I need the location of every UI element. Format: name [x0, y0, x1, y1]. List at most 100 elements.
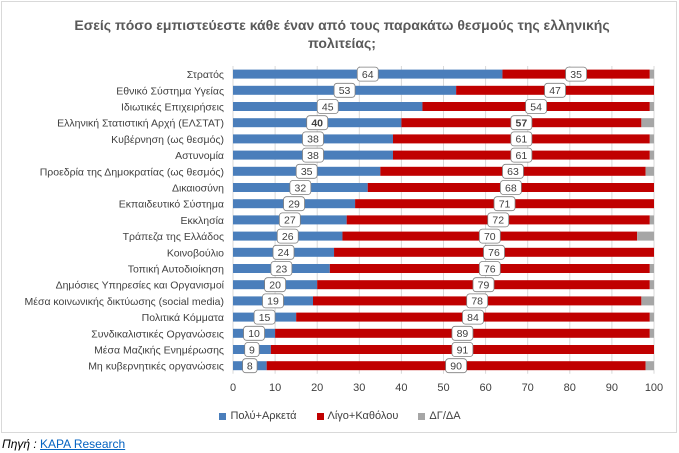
data-label-box: [272, 244, 295, 260]
data-label-box: [295, 163, 318, 179]
legend-label: Λίγο+Καθόλου: [327, 410, 399, 422]
x-tick-label: 40: [395, 382, 407, 394]
data-label: 70: [484, 231, 496, 243]
legend-label: ΔΓ/ΔΑ: [429, 410, 461, 422]
category-label: Συνδικαλιστικές Οργανώσεις: [91, 328, 224, 340]
legend-item: ΔΓ/ΔΑ: [418, 410, 461, 422]
data-label-box: [565, 66, 588, 82]
data-label-box: [306, 115, 329, 131]
source-label: Πηγή :: [2, 437, 37, 451]
category-label: Μη κυβερνητικές οργανώσεις: [88, 361, 224, 373]
data-label: 9: [249, 344, 255, 356]
category-label: Ιδιωτικές Επιχειρήσεις: [121, 102, 224, 114]
data-label: 24: [278, 247, 290, 259]
bar-segment: [645, 166, 654, 176]
data-label-box: [264, 277, 287, 293]
data-label-box: [270, 261, 293, 276]
data-label: 79: [478, 280, 490, 292]
data-label-box: [525, 99, 548, 114]
category-label: Μέσα Μαζικής Ενημέρωσης: [94, 345, 224, 357]
x-tick-label: 80: [564, 382, 576, 394]
data-label: 90: [450, 361, 462, 373]
bar-segment: [649, 69, 654, 79]
data-label-box: [483, 244, 505, 260]
legend-item: Πολύ+Αρκετά: [219, 410, 297, 422]
data-label-box: [451, 325, 474, 341]
x-tick-label: 50: [437, 382, 449, 394]
bar-segment: [641, 296, 654, 306]
data-label-box: [510, 131, 533, 147]
x-tick-label: 30: [353, 382, 365, 394]
category-label: Μέσα κοινωνικής δικτύωσης (social media): [25, 296, 224, 308]
x-tick-label: 0: [230, 382, 236, 394]
bar-segment: [649, 102, 654, 111]
chart-frame: Εσείς πόσο εμπιστεύεστε κάθε έναν από το…: [1, 1, 677, 433]
data-label-box: [462, 309, 484, 325]
data-label: 40: [311, 118, 323, 130]
data-label: 23: [276, 263, 288, 275]
data-label: 76: [488, 247, 500, 259]
data-label: 84: [467, 312, 479, 324]
legend-swatch: [316, 412, 324, 420]
x-tick-label: 70: [522, 382, 534, 394]
stacked-bar-chart: 0 10 20 30 40 50 60 70 80 90 100 Στρατός 64 35 Εθνικό …: [25, 66, 663, 394]
data-label: 29: [288, 199, 300, 211]
category-label: Εκπαιδευτικό Σύστημα: [119, 199, 224, 211]
legend-swatch: [418, 412, 426, 420]
x-tick-label: 100: [645, 382, 663, 394]
data-label-box: [278, 212, 301, 228]
data-label: 19: [267, 296, 279, 308]
data-label: 8: [247, 361, 253, 373]
x-tick-label: 10: [269, 382, 281, 394]
chart-legend: Πολύ+Αρκετά Λίγο+Καθόλου ΔΓ/ΔΑ: [2, 410, 678, 422]
data-label-box: [493, 196, 516, 212]
data-label: 35: [301, 166, 313, 178]
data-label: 38: [307, 134, 319, 146]
data-label-box: [478, 261, 501, 276]
data-label: 26: [282, 231, 294, 243]
category-label: Τοπική Αυτοδιοίκηση: [128, 264, 224, 276]
data-label: 54: [530, 101, 542, 113]
x-tick-label: 90: [606, 382, 618, 394]
data-label: 64: [362, 69, 374, 81]
category-label: Στρατός: [187, 69, 224, 81]
data-label: 61: [516, 150, 528, 162]
bar-segment: [649, 280, 654, 290]
category-label: Εκκλησία: [181, 215, 224, 227]
data-label-box: [487, 212, 510, 228]
data-label-box: [510, 115, 533, 131]
data-label-box: [262, 293, 284, 309]
data-label-box: [466, 293, 489, 309]
bar-segment: [649, 264, 654, 273]
data-label-box: [283, 196, 305, 212]
bar-segment: [649, 150, 654, 160]
data-label-box: [333, 82, 356, 98]
data-label: 15: [259, 312, 271, 324]
data-label: 72: [492, 215, 504, 227]
data-label: 20: [269, 280, 281, 292]
bar-segment: [649, 312, 654, 322]
category-label: Προεδρία της Δημοκρατίας (ως θεσμός): [40, 166, 224, 178]
bar-segment: [649, 215, 654, 225]
legend-swatch: [219, 412, 227, 420]
data-label: 61: [516, 134, 528, 146]
data-label: 63: [507, 166, 519, 178]
source-link[interactable]: KAPA Research: [40, 437, 126, 451]
category-label: Δημόσιες Υπηρεσίες και Οργανισμοί: [56, 280, 225, 292]
data-label-box: [544, 82, 566, 98]
data-label: 32: [295, 182, 307, 194]
data-label: 53: [339, 85, 351, 97]
legend-label: Πολύ+Αρκετά: [230, 410, 297, 422]
x-tick-label: 60: [479, 382, 491, 394]
category-label: Κοινοβούλιο: [167, 247, 224, 259]
data-label-box: [510, 147, 533, 163]
data-label-box: [316, 99, 339, 114]
data-label: 71: [499, 199, 511, 211]
category-label: Κυβέρνηση (ως θεσμός): [111, 134, 224, 146]
bar-segment: [637, 231, 654, 241]
chart-title: Εσείς πόσο εμπιστεύεστε κάθε έναν από το…: [74, 17, 610, 51]
data-label-box: [244, 342, 260, 357]
category-label: Δικαιοσύνη: [172, 183, 224, 195]
data-label-box: [302, 147, 324, 163]
data-label: 47: [549, 85, 561, 97]
